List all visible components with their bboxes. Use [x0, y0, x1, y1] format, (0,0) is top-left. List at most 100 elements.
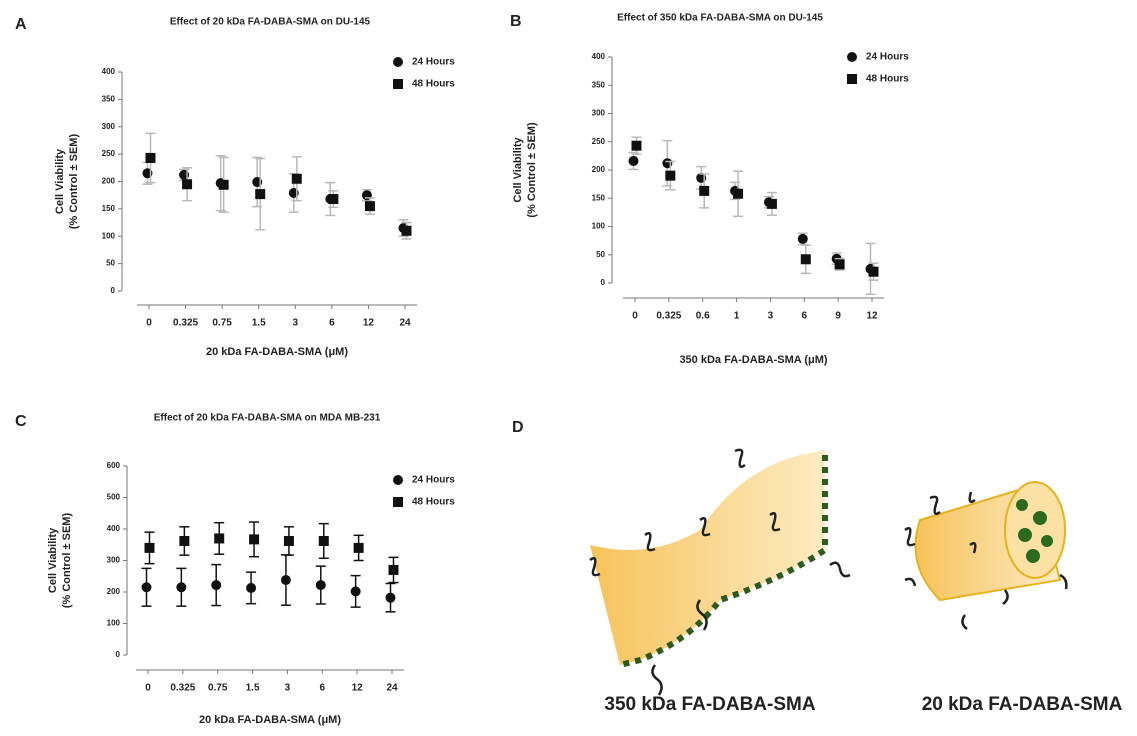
- legend-label: 48 Hours: [866, 74, 909, 85]
- y-axis-label: Cell Viability: [47, 527, 59, 593]
- x-tick-label: 6: [320, 683, 326, 694]
- legend-label: 24 Hours: [866, 52, 909, 63]
- marker: [182, 179, 193, 190]
- legend-label: 24 Hours: [412, 57, 455, 68]
- y-tick-label: 300: [592, 109, 606, 118]
- x-tick-label: 0.6: [696, 311, 710, 322]
- sheet-illustration: [589, 448, 851, 696]
- marker: [214, 533, 225, 544]
- y-tick-label: 400: [592, 52, 606, 61]
- x-tick-label: 12: [352, 683, 364, 694]
- chart-title: Effect of 350 kDa FA-DABA-SMA on DU-145: [617, 13, 823, 24]
- marker: [291, 173, 302, 184]
- y-tick-label: 400: [102, 67, 116, 76]
- x-tick-label: 1: [734, 311, 740, 322]
- x-tick-label: 0: [632, 311, 638, 322]
- legend-marker: [847, 74, 857, 84]
- x-tick-label: 6: [329, 318, 335, 329]
- y-tick-label: 50: [106, 259, 115, 268]
- y-tick-label: 100: [102, 231, 116, 240]
- y-axis-label: Cell Viability: [512, 137, 524, 203]
- diagram-label: 20 kDa FA-DABA-SMA: [922, 694, 1123, 715]
- marker: [800, 254, 811, 265]
- legend-marker: [393, 79, 403, 89]
- marker: [280, 575, 291, 586]
- legend-label: 24 Hours: [412, 475, 455, 486]
- y-tick-label: 50: [596, 250, 605, 259]
- x-tick-label: 24: [399, 318, 411, 329]
- x-tick-label: 12: [363, 318, 375, 329]
- panel-letter: C: [15, 413, 27, 430]
- y-tick-label: 0: [601, 278, 606, 287]
- marker: [211, 580, 222, 591]
- y-tick-label: 0: [111, 286, 116, 295]
- x-tick-label: 0.325: [656, 311, 681, 322]
- y-tick-label: 200: [102, 177, 116, 186]
- marker: [255, 189, 266, 200]
- x-tick-label: 3: [285, 683, 291, 694]
- marker: [145, 152, 156, 163]
- y-tick-label: 150: [102, 204, 116, 213]
- panel-letter: D: [512, 419, 524, 436]
- y-axis-label: Cell Viability: [54, 148, 66, 214]
- y-tick-label: 400: [107, 524, 121, 533]
- x-tick-label: 0: [146, 318, 152, 329]
- y-tick-label: 500: [107, 493, 121, 502]
- marker: [318, 535, 329, 546]
- y-tick-label: 100: [592, 222, 606, 231]
- marker: [144, 542, 155, 553]
- y-tick-label: 300: [102, 122, 116, 131]
- y-tick-label: 200: [592, 165, 606, 174]
- x-axis-label: 20 kDa FA-DABA-SMA (μM): [199, 714, 341, 726]
- y-axis-label: (% Control ± SEM): [526, 122, 538, 218]
- x-tick-label: 0: [145, 683, 151, 694]
- legend-marker: [393, 57, 403, 67]
- y-tick-label: 200: [107, 587, 121, 596]
- micelle-illustration: [904, 481, 1068, 630]
- marker: [733, 188, 744, 199]
- marker: [699, 185, 710, 196]
- y-tick-label: 350: [102, 94, 116, 103]
- y-tick-label: 150: [592, 193, 606, 202]
- x-tick-label: 9: [835, 311, 841, 322]
- marker: [328, 194, 339, 205]
- x-tick-label: 0.75: [212, 318, 232, 329]
- y-axis-label: (% Control ± SEM): [68, 134, 80, 230]
- marker: [364, 201, 375, 212]
- marker: [176, 582, 187, 593]
- marker: [350, 586, 361, 597]
- marker: [179, 535, 190, 546]
- y-tick-label: 100: [107, 619, 121, 628]
- x-tick-label: 0.325: [170, 683, 195, 694]
- y-tick-label: 600: [107, 461, 121, 470]
- x-tick-label: 0.75: [208, 683, 228, 694]
- marker: [401, 225, 412, 236]
- marker: [834, 259, 845, 270]
- panel-letter: B: [510, 13, 522, 30]
- marker: [283, 535, 294, 546]
- x-tick-label: 12: [866, 311, 878, 322]
- marker: [315, 580, 326, 591]
- marker: [246, 582, 257, 593]
- y-tick-label: 350: [592, 80, 606, 89]
- marker: [385, 592, 396, 603]
- marker: [141, 582, 152, 593]
- x-axis-label: 20 kDa FA-DABA-SMA (μM): [206, 346, 348, 358]
- x-tick-label: 0.325: [173, 318, 198, 329]
- y-tick-label: 300: [107, 556, 121, 565]
- marker: [628, 155, 639, 166]
- marker: [353, 542, 364, 553]
- y-tick-label: 0: [116, 650, 121, 659]
- y-tick-label: 250: [592, 137, 606, 146]
- marker: [766, 198, 777, 209]
- marker: [218, 179, 229, 190]
- legend-label: 48 Hours: [412, 79, 455, 90]
- x-tick-label: 3: [293, 318, 299, 329]
- panel-letter: A: [15, 16, 27, 33]
- legend-label: 48 Hours: [412, 497, 455, 508]
- x-tick-label: 1.5: [246, 683, 260, 694]
- legend-marker: [393, 497, 403, 507]
- marker: [868, 266, 879, 277]
- y-tick-label: 250: [102, 149, 116, 158]
